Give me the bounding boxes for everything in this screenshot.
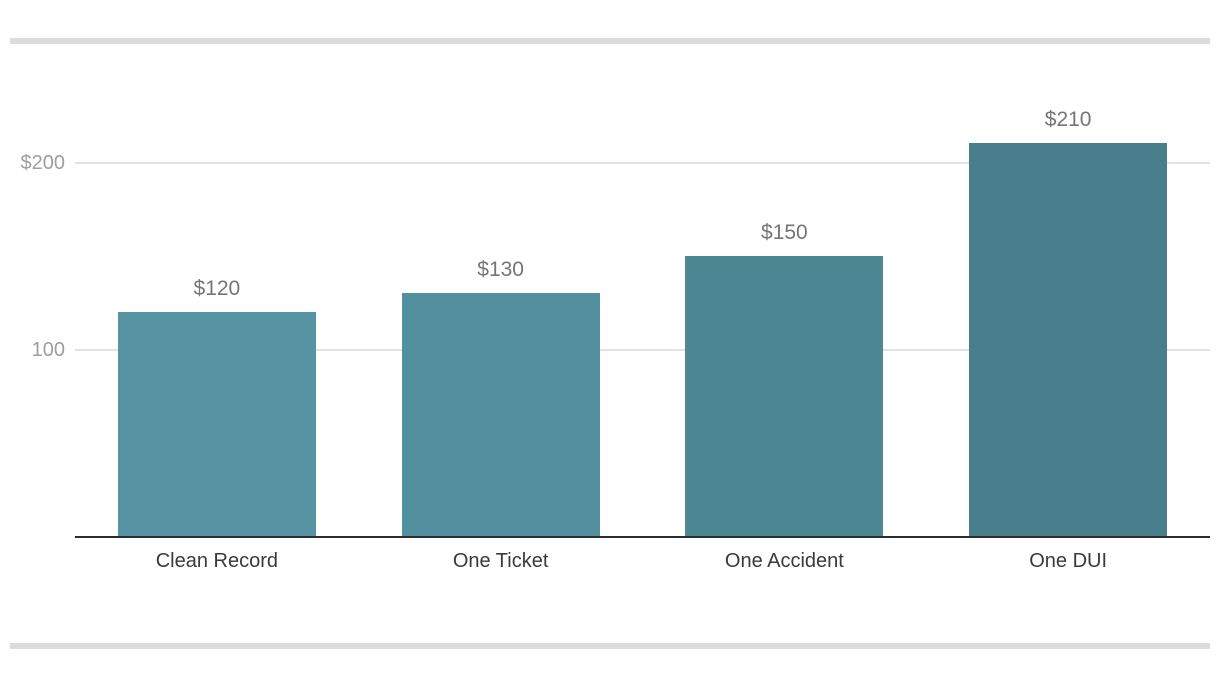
bar-value-label: $120 (193, 276, 241, 300)
gridline-200 (75, 162, 1210, 164)
gridline-100 (75, 349, 1210, 351)
bar-value-label: $130 (477, 257, 524, 281)
bar-one-accident (685, 255, 884, 536)
bottom-divider (10, 643, 1210, 649)
y-tick-label: 100 (31, 339, 65, 361)
y-tick-label: $200 (20, 152, 66, 174)
x-axis-line (75, 536, 1210, 538)
bar-one-dui (969, 143, 1168, 536)
bar-value-label: $210 (1044, 108, 1092, 132)
bar-value-label: $150 (761, 220, 808, 244)
bar-clean-record (117, 311, 316, 536)
bar-one-ticket (401, 292, 600, 536)
x-axis-label: One Accident (724, 550, 844, 572)
x-axis-label: One Ticket (452, 550, 549, 572)
x-axis-label: Clean Record (155, 550, 279, 572)
top-divider (10, 38, 1210, 44)
x-axis-label: One DUI (1029, 550, 1108, 572)
